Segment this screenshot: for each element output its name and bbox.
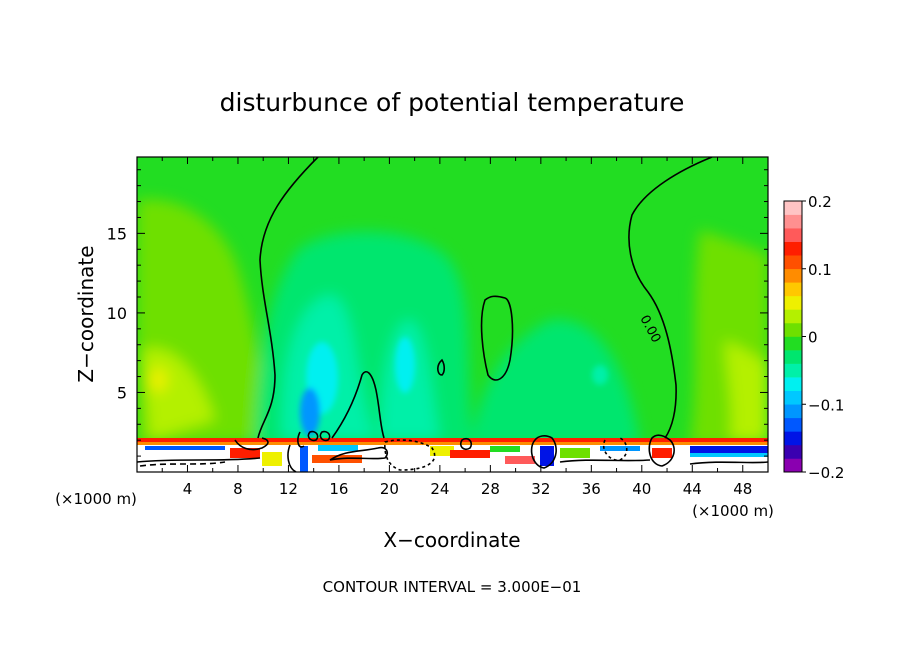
- surface-patch-blue-2: [540, 446, 554, 466]
- x-axis-ticks: [161, 157, 744, 472]
- surface-patch-red-5: [652, 448, 672, 458]
- colorbar-segment: [784, 295, 802, 310]
- x-axis-label: X−coordinate: [383, 528, 520, 552]
- surface-patch-yellow-1: [262, 452, 282, 466]
- contour-surface-cell-round-2: [648, 434, 675, 467]
- x-tick-label: 16: [329, 480, 348, 498]
- surface-patch-red-3: [450, 450, 490, 458]
- contour-surface-cell-left: [287, 431, 305, 472]
- contour-surface-base: [559, 459, 768, 465]
- field-core-cyan-right: [592, 365, 608, 385]
- field-region-plume-right: [470, 319, 640, 445]
- contour-surface-cell-hatched: [384, 439, 436, 471]
- plot-area: 0.00: [137, 157, 768, 472]
- contour-surface-lower: [139, 461, 226, 467]
- colorbar-segment: [784, 431, 802, 446]
- contour-zero-closed-1: [480, 295, 514, 381]
- y-axis-ticks: [137, 169, 768, 457]
- surface-patch-green-1: [490, 446, 520, 452]
- colorbar-segment: [784, 458, 802, 473]
- colorbar-segment: [784, 390, 802, 405]
- x-tick-label: 48: [733, 480, 752, 498]
- contour-surface-upper: [137, 437, 269, 463]
- colorbar-segment: [784, 404, 802, 419]
- colorbar-tick-label: 0.1: [808, 261, 832, 279]
- y-tick-label: 10: [107, 304, 127, 323]
- surface-patch-red-4: [505, 456, 535, 464]
- contour-zero-closed-2: [437, 358, 446, 376]
- colorbar-segment: [784, 214, 802, 229]
- x-tick-label: 8: [233, 480, 243, 498]
- field-cold-cores: [300, 337, 608, 436]
- colorbar-segment: [784, 336, 802, 351]
- colorbar-tick-label: 0.2: [808, 193, 832, 211]
- colorbar-segment: [784, 322, 802, 337]
- colorbar-segment: [784, 377, 802, 391]
- y-tick-label: 5: [117, 383, 127, 402]
- y-tick-label: 15: [107, 224, 127, 243]
- surface-band-orange: [137, 442, 768, 445]
- x-tick-label: 44: [683, 480, 702, 498]
- contour-zero-right: [628, 157, 713, 439]
- surface-patch-yellow-2: [430, 446, 454, 456]
- field-spot-yellow: [149, 368, 167, 392]
- field-core-blue-left: [300, 388, 320, 436]
- plot-frame: [136, 156, 769, 473]
- colorbar-segment: [784, 241, 802, 256]
- field-region-yellow-right: [725, 340, 768, 440]
- colorbar-segment: [784, 350, 802, 364]
- colorbar-tick-label: −0.1: [808, 396, 844, 414]
- x-tick-label: 4: [183, 480, 193, 498]
- surface-patch-green-2: [560, 448, 590, 458]
- y-axis-tick-labels: 5 10 15: [107, 224, 127, 402]
- x-unit-right: (×1000 m): [692, 502, 774, 520]
- x-axis-tick-labels: 4 8 12 16 20 24 28 32 36 40 44 48: [183, 480, 753, 498]
- colorbar-segment: [784, 228, 802, 242]
- contour-lines: [137, 157, 768, 472]
- x-tick-label: 28: [481, 480, 500, 498]
- colorbar-segment: [784, 255, 802, 270]
- footer-contour-interval: CONTOUR INTERVAL = 3.000E−01: [323, 578, 582, 596]
- colorbar-segment: [784, 309, 802, 324]
- y-axis-label: Z−coordinate: [74, 245, 98, 382]
- colorbar-segment: [784, 444, 802, 459]
- colorbar-tick-label: 0: [808, 329, 818, 347]
- x-tick-label: 36: [582, 480, 601, 498]
- colorbar-tick-labels: 0.2 0.1 0 −0.1 −0.2: [802, 193, 844, 482]
- colorbar: 0.2 0.1 0 −0.1 −0.2: [783, 193, 844, 482]
- contour-surface-cell-middle: [329, 446, 388, 461]
- contour-zero-left: [257, 157, 319, 439]
- contour-small-loops: [307, 430, 473, 451]
- surface-patch-blue-4: [690, 446, 768, 453]
- surface-patch-blue-3: [600, 446, 640, 451]
- x-tick-label: 12: [279, 480, 298, 498]
- surface-patch-blue-1: [300, 446, 308, 472]
- surface-patch-cyan-2: [690, 453, 768, 457]
- colorbar-tick-label: −0.2: [808, 464, 844, 482]
- x-tick-label: 24: [430, 480, 449, 498]
- colorbar-segments: [784, 201, 802, 473]
- surface-band-red: [137, 438, 768, 442]
- chart-title: disturbunce of potential temperature: [220, 88, 685, 117]
- x-tick-label: 40: [632, 480, 651, 498]
- colorbar-segment: [784, 201, 802, 215]
- surface-patch-cyan-1: [318, 445, 358, 451]
- x-unit-left: (×1000 m): [55, 490, 137, 508]
- surface-patch-blue-left: [145, 446, 225, 450]
- colorbar-segment: [784, 268, 802, 283]
- x-tick-label: 32: [531, 480, 550, 498]
- colorbar-segment: [784, 417, 802, 432]
- field-core-cyan-middle: [395, 337, 415, 393]
- surface-patch-red-1: [230, 448, 260, 458]
- x-tick-label: 20: [380, 480, 399, 498]
- contour-zero-inner: [331, 371, 385, 439]
- colorbar-segment: [784, 363, 802, 378]
- contour-surface-cell-round-1: [530, 435, 557, 469]
- colorbar-segment: [784, 282, 802, 297]
